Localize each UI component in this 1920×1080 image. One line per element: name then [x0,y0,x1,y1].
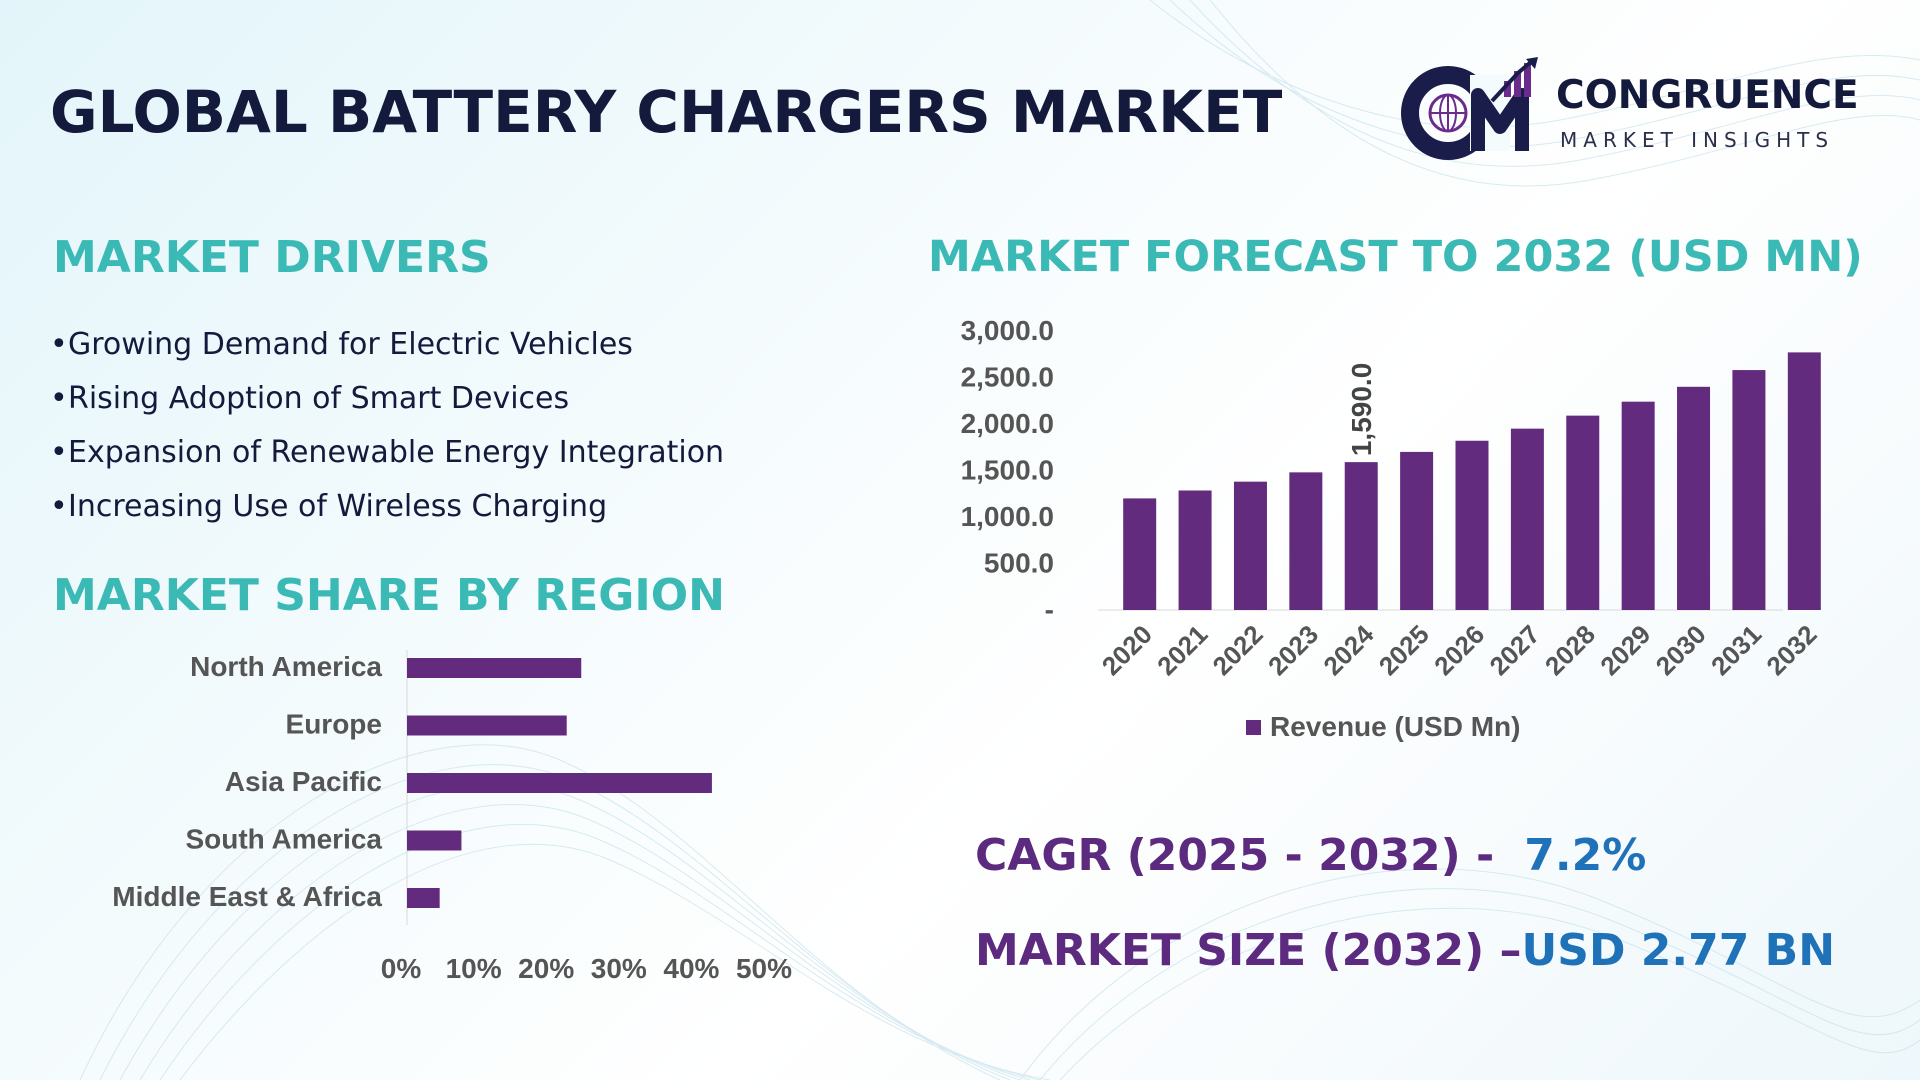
cagr-stat: CAGR (2025 - 2032) - 7.2% [975,830,1646,881]
driver-item: •Increasing Use of Wireless Charging [50,480,724,534]
logo-subtitle: MARKET INSIGHTS [1560,128,1835,152]
category-label: North America [190,651,382,682]
market-drivers-heading: MARKET DRIVERS [53,232,491,283]
revenue-bar [1677,386,1711,610]
x-tick-label: 2021 [1151,619,1213,681]
x-tick-label: 2020 [1096,619,1158,681]
x-tick-label: 2029 [1594,619,1656,681]
driver-text: Growing Demand for Electric Vehicles [68,327,633,362]
y-tick-label: 500.0 [984,548,1054,579]
market-size-stat: MARKET SIZE (2032) –USD 2.77 BN [975,925,1835,976]
revenue-bar [1289,472,1323,610]
logo-mark [1401,57,1538,160]
driver-text: Rising Adoption of Smart Devices [68,381,570,416]
driver-item: •Rising Adoption of Smart Devices [50,372,724,426]
revenue-bar [1566,415,1600,610]
revenue-bar [1787,352,1821,610]
x-tick-label: 2030 [1650,619,1712,681]
x-tick-label: 2025 [1373,619,1435,681]
region-bar [407,888,440,908]
revenue-bar [1344,462,1378,610]
data-label: 1,590.0 [1346,363,1377,456]
x-tick-label: 2031 [1705,619,1767,681]
logo-name: CONGRUENCE [1556,73,1859,118]
bullet-icon: • [50,327,68,362]
region-bar [407,830,462,851]
revenue-bar [1510,428,1544,610]
region-share-chart: North America Europe Asia Pacific South Ame… [112,650,792,984]
category-label: Middle East & Africa [112,881,382,912]
forecast-heading: MARKET FORECAST TO 2032 (USD MN) [928,232,1863,282]
revenue-bar [1621,401,1655,610]
bullet-icon: • [50,381,68,416]
x-tick-label: 20% [518,953,574,984]
x-tick-label: 2023 [1262,619,1324,681]
x-tick-label: 10% [446,953,502,984]
revenue-bar [1400,451,1434,610]
category-label: Asia Pacific [225,766,382,797]
region-bar [407,773,712,793]
x-tick-label: 2022 [1207,619,1269,681]
y-tick-label: - [1045,594,1054,625]
driver-text: Increasing Use of Wireless Charging [68,489,608,524]
x-tick-label: 2027 [1484,619,1546,681]
x-tick-label: 2026 [1428,619,1490,681]
legend-label: Revenue (USD Mn) [1270,711,1520,742]
x-tick-label: 2028 [1539,619,1601,681]
y-tick-label: 1,000.0 [961,501,1054,532]
cagr-value: 7.2% [1524,830,1647,881]
x-tick-label: 2032 [1760,619,1822,681]
page-title: GLOBAL BATTERY CHARGERS MARKET [50,78,1283,146]
driver-item: •Expansion of Renewable Energy Integrati… [50,426,724,480]
category-label: South America [185,824,382,855]
revenue-bar [1233,481,1267,610]
x-tick-label: 40% [663,953,719,984]
brand-logo: CONGRUENCE MARKET INSIGHTS [1400,55,1870,160]
bullet-icon: • [50,435,68,470]
driver-item: •Growing Demand for Electric Vehicles [50,318,724,372]
region-bar [407,658,582,678]
y-tick-label: 3,000.0 [961,315,1054,346]
y-tick-label: 2,500.0 [961,362,1054,393]
market-drivers-list: •Growing Demand for Electric Vehicles •R… [50,318,724,534]
revenue-bar [1123,498,1157,610]
revenue-bar [1732,370,1766,610]
x-tick-label: 30% [591,953,647,984]
legend-swatch [1246,720,1261,735]
y-tick-label: 2,000.0 [961,408,1054,439]
x-tick-label: 50% [736,953,792,984]
y-tick-label: 1,500.0 [961,455,1054,486]
bullet-icon: • [50,489,68,524]
cagr-label: CAGR (2025 - 2032) - [975,830,1495,881]
market-size-label: MARKET SIZE (2032) – [975,925,1522,976]
region-bar [407,715,567,736]
x-tick-label: 2024 [1317,619,1379,681]
category-label: Europe [286,709,382,740]
market-size-value: USD 2.77 BN [1521,925,1836,976]
forecast-chart: - 500.0 1,000.0 1,500.0 2,000.0 2,500.0 3,000.… [961,315,1823,742]
revenue-bar [1178,490,1212,610]
driver-text: Expansion of Renewable Energy Integratio… [68,435,725,470]
market-share-heading: MARKET SHARE BY REGION [53,570,725,621]
revenue-bar [1455,440,1489,610]
x-tick-label: 0% [381,953,422,984]
